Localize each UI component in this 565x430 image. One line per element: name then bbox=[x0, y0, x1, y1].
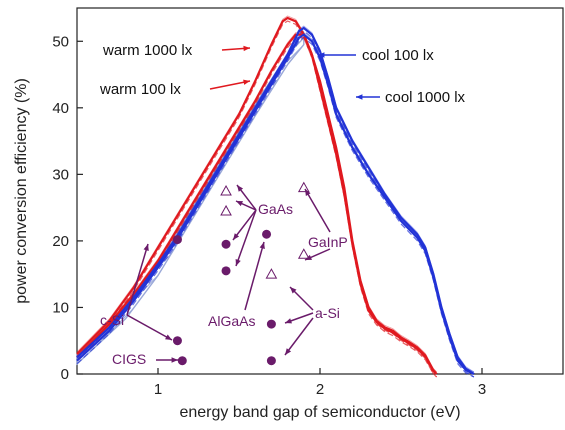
y-tick-label: 40 bbox=[52, 100, 69, 117]
material-label-cigs: CIGS bbox=[112, 351, 146, 367]
material-arrow-a-si bbox=[284, 312, 314, 324]
y-tick-label: 20 bbox=[52, 233, 69, 250]
material-label-c-si: c-Si bbox=[100, 312, 124, 328]
x-tick-label: 2 bbox=[316, 381, 324, 398]
y-tick-label: 50 bbox=[52, 33, 69, 50]
material-arrow-gaas bbox=[235, 200, 257, 211]
material-arrow-gaas bbox=[236, 184, 257, 211]
y-tick-label: 10 bbox=[52, 299, 69, 316]
material-arrow-c-si bbox=[126, 314, 173, 341]
curve-arrow-cool-1000-lx bbox=[356, 94, 380, 100]
curve-arrow-cool-100-lx bbox=[318, 52, 356, 58]
marker-gainp bbox=[297, 248, 310, 259]
curve-label-warm-1000-lx: warm 1000 lx bbox=[102, 42, 193, 59]
material-label-gainp: GaInP bbox=[308, 234, 348, 250]
curve-label-warm-100-lx: warm 100 lx bbox=[99, 81, 181, 98]
marker-c-si bbox=[172, 235, 182, 245]
x-tick-label: 3 bbox=[478, 381, 486, 398]
x-axis-title: energy band gap of semiconductor (eV) bbox=[179, 404, 460, 421]
x-tick-label: 1 bbox=[154, 381, 162, 398]
marker-a-si bbox=[266, 319, 276, 329]
material-arrow-a-si bbox=[284, 317, 314, 356]
material-arrow-cigs bbox=[156, 357, 178, 363]
series-cool-1000-lx bbox=[76, 33, 475, 375]
material-label-gaas: GaAs bbox=[258, 201, 293, 217]
series-warm-1000-lx-dashed bbox=[76, 20, 438, 378]
marker-cigs bbox=[177, 356, 187, 366]
material-arrow-c-si bbox=[126, 243, 149, 316]
marker-gaas bbox=[220, 184, 232, 196]
marker-gaas bbox=[221, 239, 231, 249]
material-arrow-algaas bbox=[244, 241, 265, 311]
marker-c-si bbox=[172, 336, 182, 346]
material-arrow-gainp bbox=[304, 188, 331, 233]
material-arrow-a-si bbox=[289, 286, 314, 311]
marker-algaas bbox=[262, 229, 272, 239]
y-tick-label: 30 bbox=[52, 166, 69, 183]
material-arrow-gaas bbox=[232, 209, 257, 241]
series-warm-100-lx bbox=[76, 33, 438, 375]
curve-arrow-warm-100-lx bbox=[209, 79, 251, 90]
material-label-a-si: a-Si bbox=[315, 305, 340, 321]
y-tick-label: 0 bbox=[61, 366, 69, 383]
marker-gaas bbox=[220, 204, 232, 216]
marker-a-si bbox=[266, 356, 276, 366]
material-arrow-gaas bbox=[235, 209, 257, 267]
y-axis-title: power conversion efficiency (%) bbox=[13, 78, 30, 304]
curve-arrow-warm-1000-lx bbox=[221, 45, 251, 52]
marker-gaas bbox=[221, 266, 231, 276]
curve-label-cool-100-lx: cool 100 lx bbox=[362, 47, 434, 64]
curve-label-cool-1000-lx: cool 1000 lx bbox=[385, 89, 466, 106]
marker-gainp bbox=[297, 181, 310, 193]
marker-a-si bbox=[265, 268, 278, 279]
material-label-algaas: AlGaAs bbox=[208, 313, 255, 329]
material-arrow-gainp bbox=[304, 248, 331, 261]
